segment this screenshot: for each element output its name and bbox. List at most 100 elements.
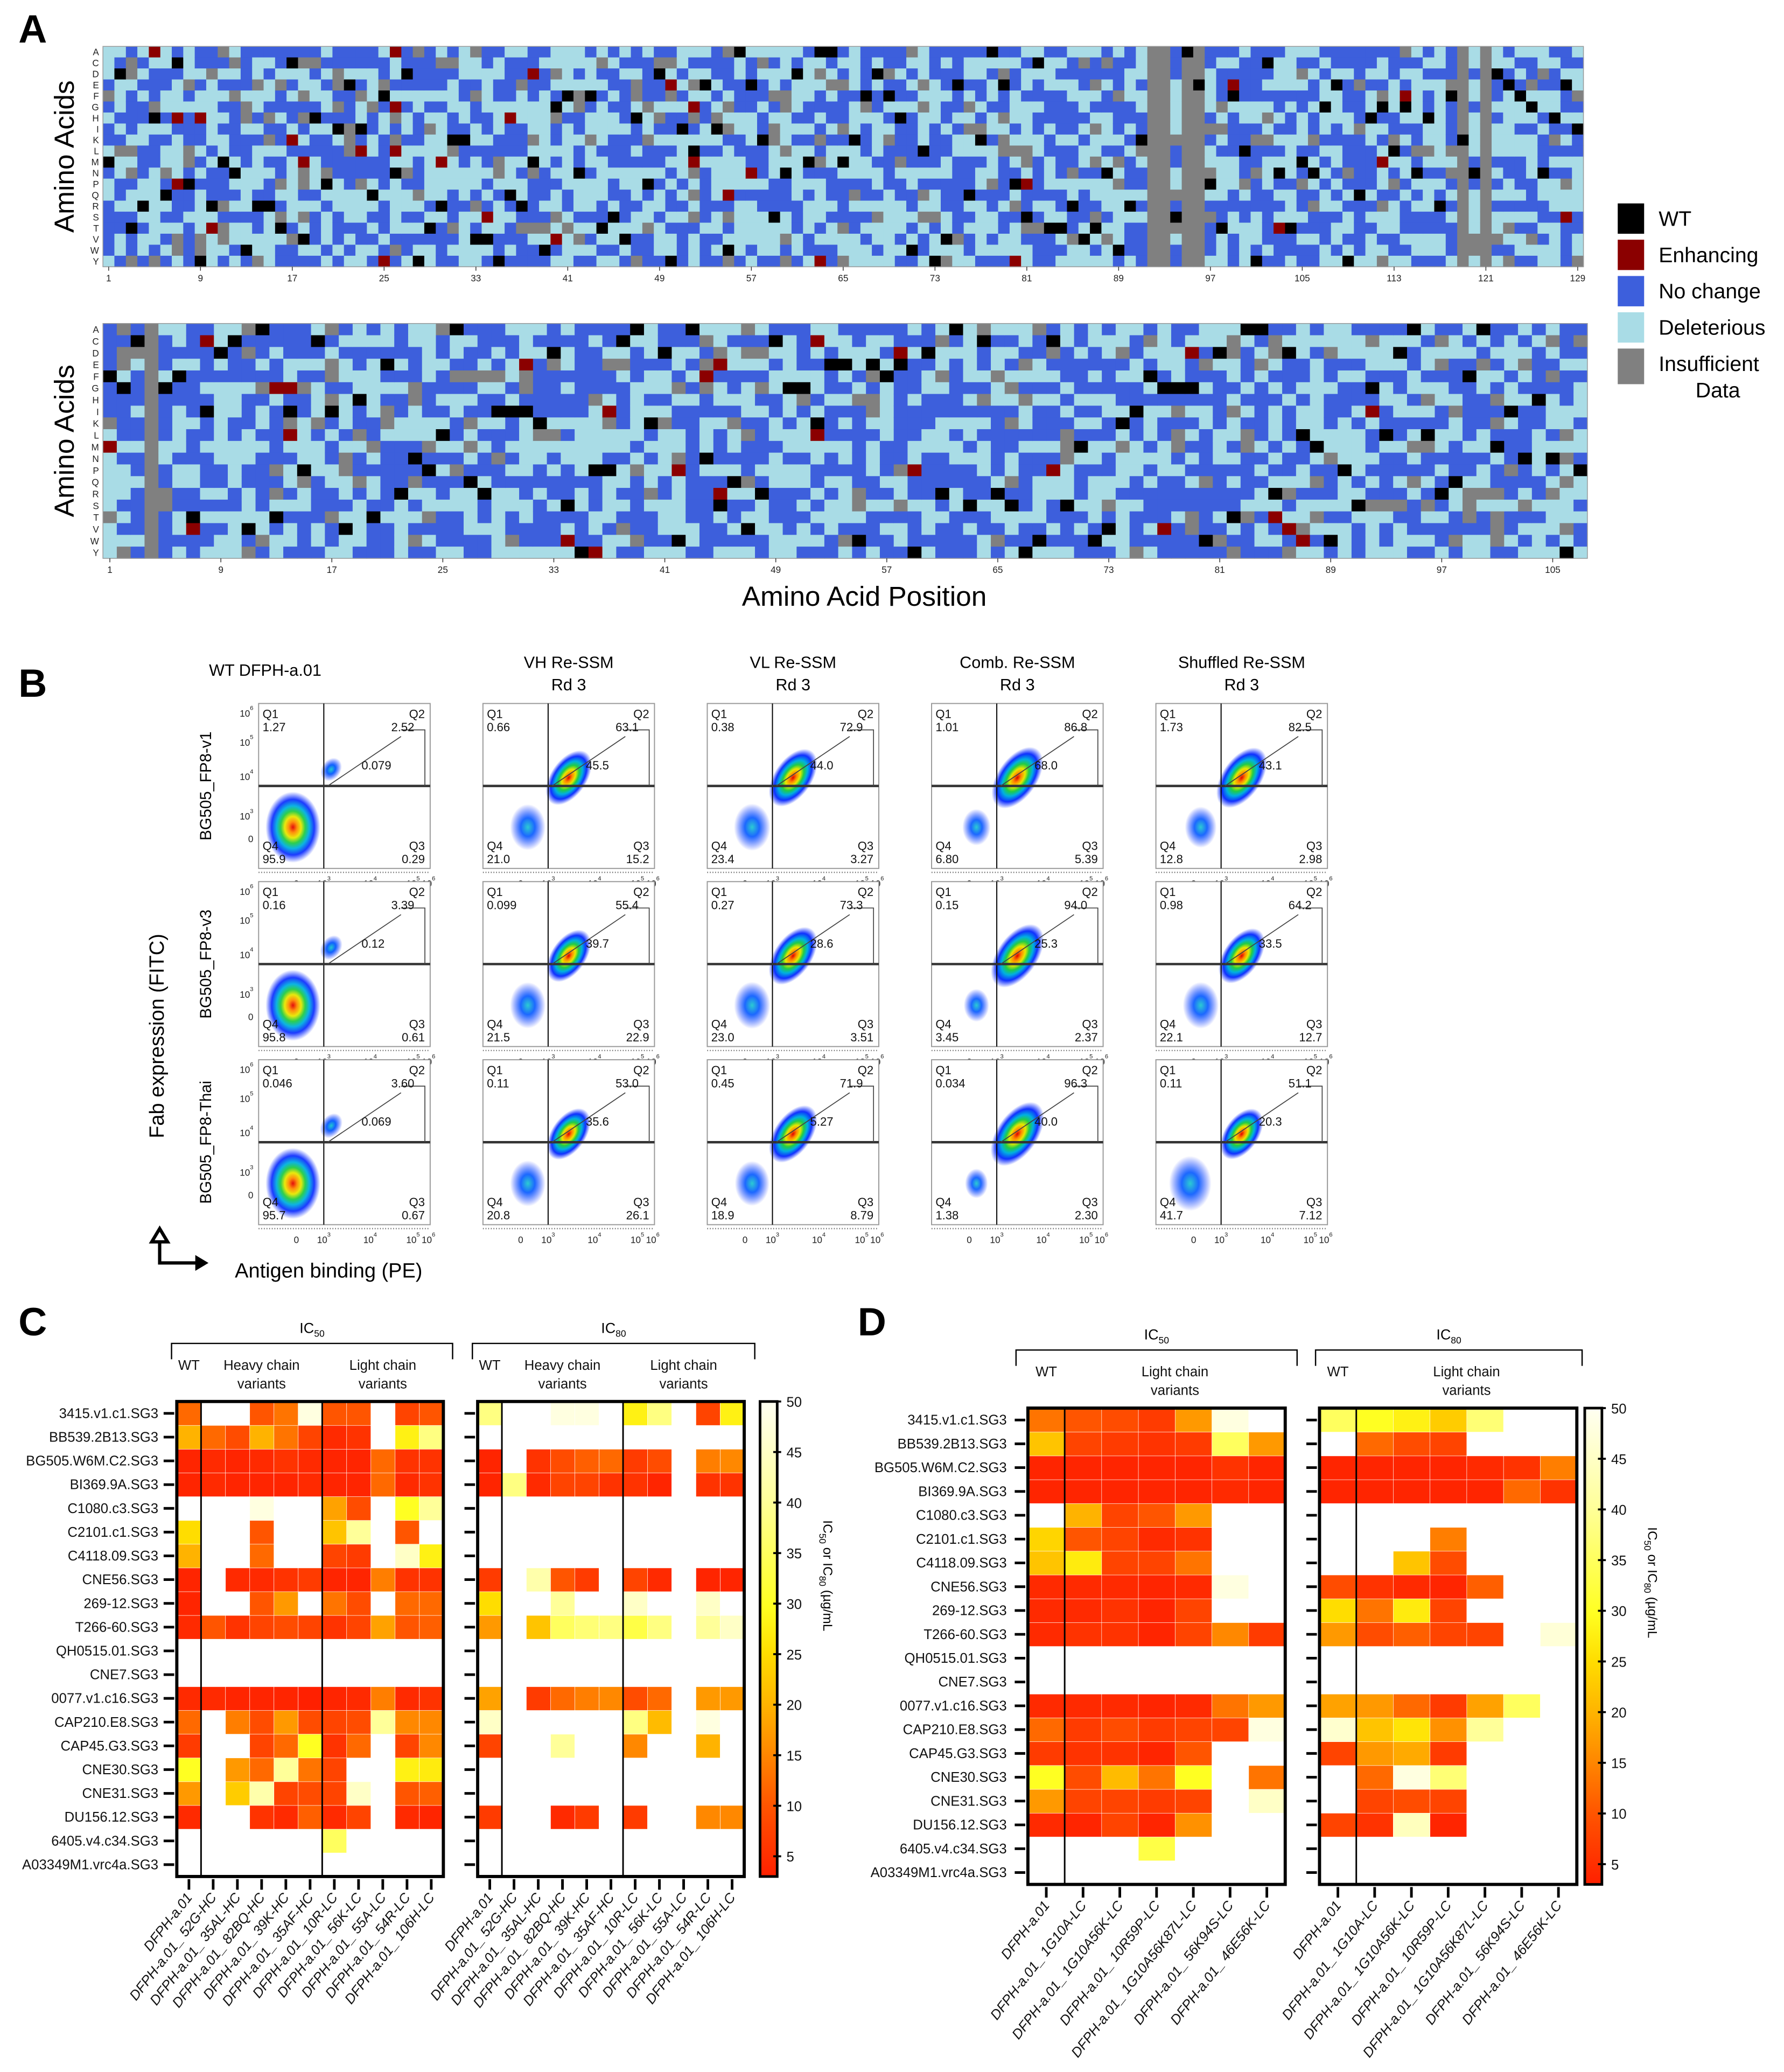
heatmap-cell-enh [1227, 79, 1240, 91]
heatmap-cell-no [194, 79, 207, 91]
heatmap-cell-del [380, 511, 395, 524]
heatmap-cell-del [791, 123, 803, 135]
heatmap-cell-del [727, 429, 742, 442]
heatmap-cell-ins [144, 347, 159, 359]
heatmap-cell-no [1338, 511, 1352, 524]
heatmap-cell-del [1213, 511, 1227, 524]
heatmap-cell-del [160, 222, 172, 234]
heatmap-cell-del [1055, 79, 1068, 91]
heatmap-cell-no [547, 405, 562, 418]
heatmap-cell-del [883, 101, 896, 113]
heatmap-cell-no [1046, 359, 1061, 371]
heatmap-cell-del [463, 452, 478, 465]
heatmap-cell-del [791, 46, 803, 58]
heatmap-cell-no [921, 359, 936, 371]
heatmap-cell-del [1185, 452, 1200, 465]
heatmap-cell-no [275, 167, 287, 179]
heatmap-cell-no [1445, 112, 1458, 124]
heatmap-cell-no [1573, 370, 1588, 383]
heatmap-cell-no [1435, 452, 1449, 465]
heatmap-cell-del [713, 511, 728, 524]
heatmap-cell-wt [424, 222, 436, 234]
heatmap-cell-del [1032, 370, 1047, 383]
heatmap-cell-del [791, 190, 803, 201]
heatmap-cell-del [1296, 212, 1309, 223]
heatmap-cell-no [1088, 547, 1102, 559]
heatmap-cell-wt [516, 200, 528, 212]
heatmap-cell-no [1044, 244, 1056, 256]
heatmap-cell-del [1492, 57, 1504, 69]
heatmap-cell-del [883, 123, 896, 135]
heatmap-cell-ins [103, 417, 117, 430]
x-tick-label: 73 [1103, 564, 1114, 575]
heatmap-cell-no [814, 123, 827, 135]
heatmap-cell-no [585, 167, 597, 179]
heatmap-cell-no [1274, 178, 1286, 190]
heatmap-cell-no [269, 405, 284, 418]
heatmap-cell-del [116, 370, 131, 383]
heatmap-cell-no [286, 244, 299, 256]
heatmap-cell-no [977, 347, 991, 359]
heatmap-cell-no [713, 440, 728, 453]
heatmap-cell-del [366, 405, 381, 418]
heatmap-cell-no [935, 476, 950, 488]
heatmap-cell-del [987, 167, 999, 179]
heatmap-cell-del [1503, 112, 1515, 124]
heatmap-cell-no [1090, 57, 1102, 69]
heatmap-cell-del [1262, 178, 1274, 190]
heatmap-cell-del [631, 145, 643, 157]
heatmap-cell-ins [1193, 222, 1205, 234]
heatmap-cell-no [791, 212, 803, 223]
heatmap-cell-del [311, 535, 326, 547]
heatmap-cell-no [477, 394, 492, 407]
heatmap-cell-no [987, 101, 999, 113]
heatmap-cell-enh [103, 440, 117, 453]
heatmap-cell-ins [918, 101, 930, 113]
heatmap-cell-ins [470, 90, 482, 102]
heatmap-cell-wt [1227, 90, 1240, 102]
heatmap-cell-del [711, 79, 723, 91]
row-label-amino-acid: S [93, 212, 99, 222]
heatmap-cell-del [1239, 101, 1251, 113]
heatmap-cell-no [1388, 123, 1401, 135]
heatmap-cell-del [297, 417, 312, 430]
heatmap-cell-no [1393, 382, 1408, 395]
heatmap-cell-no [1004, 440, 1019, 453]
heatmap-cell-del [1021, 244, 1033, 256]
heatmap-cell-no [755, 429, 769, 442]
heatmap-cell-no [1088, 429, 1102, 442]
heatmap-cell-no [505, 79, 517, 91]
heatmap-cell-no [991, 405, 1005, 418]
heatmap-cell-no [1379, 476, 1394, 488]
heatmap-cell-no [1157, 535, 1172, 547]
heatmap-cell-del [1365, 511, 1380, 524]
heatmap-cell-no [158, 417, 173, 430]
heatmap-cell-enh [389, 145, 402, 157]
heatmap-cell-ins [1181, 57, 1194, 69]
heatmap-cell-del [493, 200, 505, 212]
heatmap-cell-del [1157, 464, 1172, 477]
heatmap-cell-no [879, 452, 894, 465]
heatmap-cell-no [1129, 511, 1144, 524]
heatmap-cell-no [1559, 323, 1574, 336]
heatmap-cell-no [1060, 523, 1075, 536]
heatmap-cell-no [907, 359, 922, 371]
heatmap-cell-no [1032, 405, 1047, 418]
heatmap-cell-no [741, 370, 755, 383]
heatmap-cell-no [685, 359, 700, 371]
heatmap-cell-no [685, 440, 700, 453]
heatmap-cell-del [309, 156, 321, 168]
heatmap-cell-ins [1060, 429, 1075, 442]
heatmap-cell-del [1170, 167, 1183, 179]
heatmap-cell-del [200, 511, 214, 524]
heatmap-cell-no [963, 167, 976, 179]
heatmap-cell-del [424, 156, 436, 168]
heatmap-cell-no [1296, 370, 1311, 383]
heatmap-cell-no [1074, 464, 1089, 477]
heatmap-cell-del [860, 255, 872, 268]
heatmap-cell-del [768, 476, 783, 488]
heatmap-cell-no [1262, 145, 1274, 157]
heatmap-cell-ins [1388, 134, 1401, 146]
heatmap-cell-no [699, 200, 712, 212]
heatmap-cell-no [380, 347, 395, 359]
